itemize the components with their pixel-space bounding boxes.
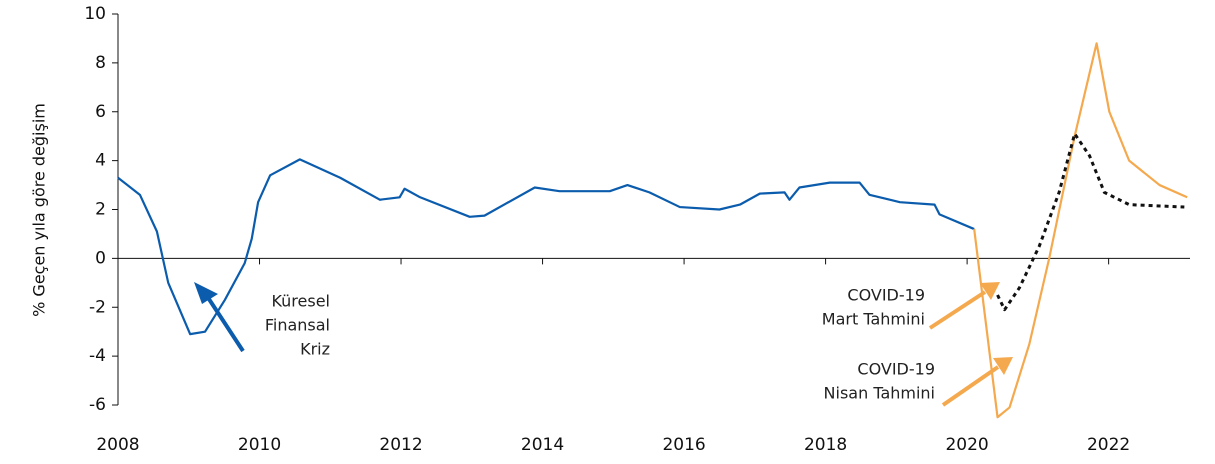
series-line xyxy=(117,158,975,336)
annotation: Finansal xyxy=(265,316,330,335)
y-tick-label: 0 xyxy=(95,248,106,268)
arrow xyxy=(928,290,987,330)
x-tick-label: 2016 xyxy=(662,435,705,455)
y-tick-label: 2 xyxy=(95,200,106,220)
x-tick-label: 2020 xyxy=(945,435,988,455)
y-tick-label: 8 xyxy=(95,53,106,73)
arrow xyxy=(941,365,1000,407)
y-tick-label: -4 xyxy=(89,346,106,366)
arrow-head xyxy=(980,282,1000,300)
annotation: Küresel xyxy=(271,292,330,311)
series-line xyxy=(996,132,1185,312)
y-tick-label: 10 xyxy=(84,4,106,24)
annotation: COVID-19 xyxy=(847,286,925,305)
annotation: COVID-19 xyxy=(857,360,935,379)
x-tick-label: 2018 xyxy=(804,435,847,455)
x-tick-label: 2014 xyxy=(521,435,564,455)
y-tick-label: 6 xyxy=(95,102,106,122)
arrow-head xyxy=(194,282,218,304)
y-axis-label: % Geçen yıla göre değişim xyxy=(30,103,49,317)
x-tick-label: 2012 xyxy=(379,435,422,455)
annotation: Nisan Tahmini xyxy=(824,384,935,403)
x-tick-label: 2010 xyxy=(238,435,281,455)
arrows xyxy=(194,282,1013,407)
y-tick-label: -2 xyxy=(89,297,106,317)
y-tick-label: 4 xyxy=(95,151,106,171)
annotation: Mart Tahmini xyxy=(822,310,925,329)
x-tick-label: 2008 xyxy=(96,435,139,455)
arrow-head xyxy=(993,357,1013,375)
annotation: Kriz xyxy=(300,340,330,359)
arrow xyxy=(203,291,245,353)
y-tick-label: -6 xyxy=(89,395,106,415)
x-tick-label: 2022 xyxy=(1087,435,1130,455)
